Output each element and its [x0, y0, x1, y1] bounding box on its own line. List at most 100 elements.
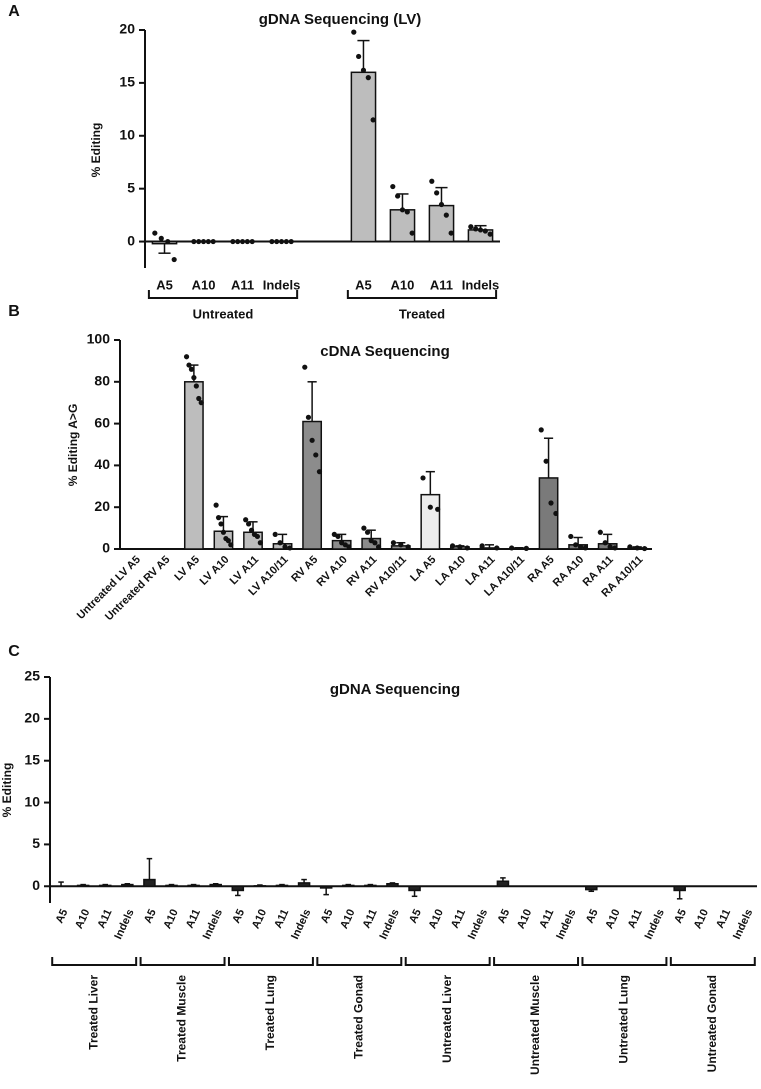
- data-point: [250, 239, 255, 244]
- x-tick-label: A5: [355, 277, 372, 292]
- bar: [429, 206, 453, 242]
- data-point: [376, 544, 381, 549]
- panel-label: A: [8, 3, 20, 20]
- data-point: [548, 500, 553, 505]
- bar: [365, 885, 376, 886]
- data-point: [240, 239, 245, 244]
- data-point: [274, 239, 279, 244]
- data-point: [218, 521, 223, 526]
- data-point: [473, 226, 478, 231]
- group-bracket: [141, 957, 225, 965]
- x-tick-label: A10: [161, 907, 180, 930]
- group-bracket: [406, 957, 490, 965]
- x-tick-label: A5: [319, 907, 336, 925]
- data-point: [583, 545, 588, 550]
- data-point: [284, 239, 289, 244]
- y-tick-label: 0: [127, 232, 135, 248]
- data-point: [214, 503, 219, 508]
- y-tick-label: 20: [24, 710, 40, 726]
- data-point: [279, 239, 284, 244]
- x-tick-label: A10: [192, 277, 216, 292]
- data-point: [410, 230, 415, 235]
- data-point: [249, 528, 254, 533]
- data-point: [317, 469, 322, 474]
- data-point: [578, 544, 583, 549]
- data-point: [627, 544, 632, 549]
- data-point: [429, 179, 434, 184]
- data-point: [406, 544, 411, 549]
- data-point: [612, 545, 617, 550]
- group-bracket: [671, 957, 755, 965]
- y-tick-label: 80: [94, 373, 110, 389]
- data-point: [273, 532, 278, 537]
- data-point: [371, 117, 376, 122]
- data-point: [165, 239, 170, 244]
- y-tick-label: 15: [119, 74, 135, 90]
- x-tick-label: A11: [430, 277, 453, 292]
- data-point: [444, 213, 449, 218]
- x-tick-label: A5: [407, 907, 424, 925]
- data-point: [524, 546, 529, 551]
- x-tick-label: Indels: [554, 907, 578, 941]
- bar: [276, 885, 287, 886]
- x-tick-label: A5: [230, 907, 247, 925]
- x-tick-label: A5: [142, 907, 159, 925]
- data-point: [313, 452, 318, 457]
- group-label: Treated: [399, 306, 445, 321]
- x-tick-label: RV A10: [315, 554, 350, 589]
- bar: [299, 883, 310, 886]
- group-bracket: [52, 957, 136, 965]
- bar: [586, 886, 597, 889]
- bar: [166, 885, 177, 886]
- x-tick-label: A10: [692, 907, 711, 930]
- bar: [78, 885, 89, 886]
- y-tick-label: 60: [94, 414, 110, 430]
- x-tick-label: Indels: [201, 907, 225, 941]
- data-point: [478, 227, 483, 232]
- data-point: [468, 224, 473, 229]
- group-bracket: [582, 957, 666, 965]
- x-tick-label: A11: [272, 907, 291, 930]
- data-point: [405, 209, 410, 214]
- group-label: Treated Gonad: [351, 975, 365, 1059]
- data-point: [356, 54, 361, 59]
- bar: [409, 886, 420, 890]
- data-point: [509, 545, 514, 550]
- data-point: [544, 459, 549, 464]
- x-tick-label: A11: [537, 907, 556, 930]
- group-bracket: [317, 957, 401, 965]
- x-tick-label: Indels: [462, 277, 500, 292]
- data-point: [435, 507, 440, 512]
- x-tick-label: A5: [54, 907, 71, 925]
- x-tick-label: A5: [156, 277, 173, 292]
- data-point: [428, 505, 433, 510]
- data-point: [199, 400, 204, 405]
- panel-label: B: [8, 303, 20, 320]
- data-point: [398, 542, 403, 547]
- data-point: [172, 257, 177, 262]
- data-point: [310, 438, 315, 443]
- data-point: [282, 544, 287, 549]
- x-tick-label: Indels: [466, 907, 490, 941]
- bar: [144, 880, 155, 887]
- group-label: Untreated Muscle: [528, 975, 542, 1075]
- panel-label: C: [8, 643, 20, 660]
- bar: [210, 885, 221, 887]
- data-point: [494, 545, 499, 550]
- bar: [390, 210, 414, 242]
- data-point: [603, 540, 608, 545]
- group-label: Treated Muscle: [175, 975, 189, 1062]
- data-point: [635, 545, 640, 550]
- group-label: Untreated Gonad: [705, 975, 719, 1072]
- group-label: Untreated Liver: [440, 975, 454, 1063]
- x-tick-label: A11: [95, 907, 114, 930]
- data-point: [400, 207, 405, 212]
- chart-title: gDNA Sequencing (LV): [259, 11, 422, 28]
- data-point: [245, 239, 250, 244]
- bar: [343, 885, 354, 886]
- data-point: [258, 540, 263, 545]
- y-axis-label: % Editing: [0, 763, 14, 818]
- data-point: [598, 530, 603, 535]
